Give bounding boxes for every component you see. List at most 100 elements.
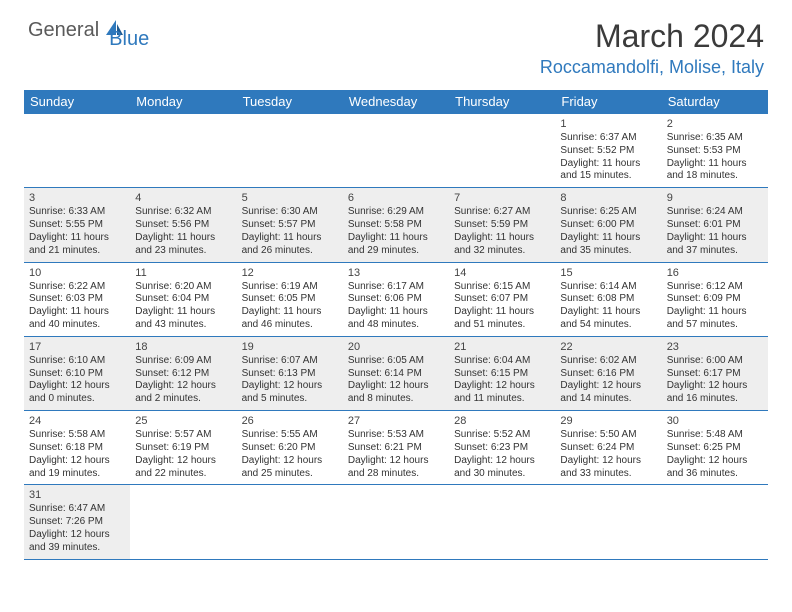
sunrise-text: Sunrise: 6:15 AM <box>454 281 550 294</box>
daylight-text: Daylight: 11 hours <box>454 306 550 319</box>
sunset-text: Sunset: 6:18 PM <box>29 442 125 455</box>
day-cell: 18Sunrise: 6:09 AMSunset: 6:12 PMDayligh… <box>130 337 236 410</box>
daylight-text: and 40 minutes. <box>29 319 125 332</box>
day-header: Friday <box>555 90 661 114</box>
day-number: 12 <box>242 266 338 280</box>
day-cell: 28Sunrise: 5:52 AMSunset: 6:23 PMDayligh… <box>449 411 555 484</box>
day-number: 24 <box>29 414 125 428</box>
day-number: 26 <box>242 414 338 428</box>
daylight-text: Daylight: 12 hours <box>560 380 656 393</box>
empty-cell <box>24 114 130 187</box>
day-number: 31 <box>29 488 125 502</box>
sunset-text: Sunset: 6:09 PM <box>667 293 763 306</box>
day-number: 7 <box>454 191 550 205</box>
sunrise-text: Sunrise: 5:57 AM <box>135 429 231 442</box>
daylight-text: and 30 minutes. <box>454 468 550 481</box>
brand-general: General <box>28 19 99 42</box>
sunset-text: Sunset: 6:00 PM <box>560 219 656 232</box>
sunset-text: Sunset: 6:17 PM <box>667 368 763 381</box>
day-cell: 24Sunrise: 5:58 AMSunset: 6:18 PMDayligh… <box>24 411 130 484</box>
title-block: March 2024 Roccamandolfi, Molise, Italy <box>540 18 764 78</box>
sunrise-text: Sunrise: 6:35 AM <box>667 132 763 145</box>
day-header: Tuesday <box>237 90 343 114</box>
day-number: 13 <box>348 266 444 280</box>
sunrise-text: Sunrise: 6:25 AM <box>560 206 656 219</box>
sunset-text: Sunset: 6:16 PM <box>560 368 656 381</box>
daylight-text: Daylight: 11 hours <box>667 306 763 319</box>
day-number: 9 <box>667 191 763 205</box>
sunrise-text: Sunrise: 6:07 AM <box>242 355 338 368</box>
sunrise-text: Sunrise: 6:30 AM <box>242 206 338 219</box>
daylight-text: Daylight: 12 hours <box>242 380 338 393</box>
sunrise-text: Sunrise: 6:09 AM <box>135 355 231 368</box>
daylight-text: and 14 minutes. <box>560 393 656 406</box>
day-number: 1 <box>560 117 656 131</box>
brand-logo: General Blue <box>28 18 167 43</box>
day-cell: 9Sunrise: 6:24 AMSunset: 6:01 PMDaylight… <box>662 188 768 261</box>
day-number: 4 <box>135 191 231 205</box>
daylight-text: Daylight: 12 hours <box>560 455 656 468</box>
day-number: 16 <box>667 266 763 280</box>
day-cell: 26Sunrise: 5:55 AMSunset: 6:20 PMDayligh… <box>237 411 343 484</box>
day-number: 23 <box>667 340 763 354</box>
day-cell: 7Sunrise: 6:27 AMSunset: 5:59 PMDaylight… <box>449 188 555 261</box>
day-number: 5 <box>242 191 338 205</box>
sunrise-text: Sunrise: 5:48 AM <box>667 429 763 442</box>
sunrise-text: Sunrise: 6:00 AM <box>667 355 763 368</box>
day-number: 22 <box>560 340 656 354</box>
sunset-text: Sunset: 6:15 PM <box>454 368 550 381</box>
daylight-text: and 29 minutes. <box>348 245 444 258</box>
sunset-text: Sunset: 5:58 PM <box>348 219 444 232</box>
day-cell: 17Sunrise: 6:10 AMSunset: 6:10 PMDayligh… <box>24 337 130 410</box>
daylight-text: and 21 minutes. <box>29 245 125 258</box>
empty-cell <box>555 485 661 558</box>
day-number: 27 <box>348 414 444 428</box>
day-cell: 27Sunrise: 5:53 AMSunset: 6:21 PMDayligh… <box>343 411 449 484</box>
sunset-text: Sunset: 6:13 PM <box>242 368 338 381</box>
daylight-text: and 11 minutes. <box>454 393 550 406</box>
sunrise-text: Sunrise: 5:50 AM <box>560 429 656 442</box>
day-cell: 16Sunrise: 6:12 AMSunset: 6:09 PMDayligh… <box>662 263 768 336</box>
day-number: 6 <box>348 191 444 205</box>
daylight-text: Daylight: 12 hours <box>454 380 550 393</box>
sunset-text: Sunset: 6:01 PM <box>667 219 763 232</box>
day-number: 10 <box>29 266 125 280</box>
day-number: 3 <box>29 191 125 205</box>
daylight-text: and 48 minutes. <box>348 319 444 332</box>
day-header: Thursday <box>449 90 555 114</box>
day-cell: 3Sunrise: 6:33 AMSunset: 5:55 PMDaylight… <box>24 188 130 261</box>
day-cell: 12Sunrise: 6:19 AMSunset: 6:05 PMDayligh… <box>237 263 343 336</box>
day-number: 15 <box>560 266 656 280</box>
daylight-text: Daylight: 12 hours <box>29 529 125 542</box>
daylight-text: Daylight: 12 hours <box>348 380 444 393</box>
sunrise-text: Sunrise: 5:53 AM <box>348 429 444 442</box>
empty-cell <box>343 114 449 187</box>
day-cell: 21Sunrise: 6:04 AMSunset: 6:15 PMDayligh… <box>449 337 555 410</box>
daylight-text: Daylight: 11 hours <box>348 232 444 245</box>
day-cell: 22Sunrise: 6:02 AMSunset: 6:16 PMDayligh… <box>555 337 661 410</box>
sunrise-text: Sunrise: 6:47 AM <box>29 503 125 516</box>
sunrise-text: Sunrise: 5:52 AM <box>454 429 550 442</box>
daylight-text: Daylight: 11 hours <box>454 232 550 245</box>
daylight-text: and 36 minutes. <box>667 468 763 481</box>
sunrise-text: Sunrise: 6:10 AM <box>29 355 125 368</box>
daylight-text: and 54 minutes. <box>560 319 656 332</box>
daylight-text: Daylight: 12 hours <box>667 380 763 393</box>
day-number: 20 <box>348 340 444 354</box>
daylight-text: Daylight: 11 hours <box>667 158 763 171</box>
daylight-text: Daylight: 12 hours <box>29 380 125 393</box>
daylight-text: and 0 minutes. <box>29 393 125 406</box>
sunset-text: Sunset: 5:57 PM <box>242 219 338 232</box>
day-number: 21 <box>454 340 550 354</box>
day-cell: 19Sunrise: 6:07 AMSunset: 6:13 PMDayligh… <box>237 337 343 410</box>
sunrise-text: Sunrise: 6:27 AM <box>454 206 550 219</box>
day-cell: 23Sunrise: 6:00 AMSunset: 6:17 PMDayligh… <box>662 337 768 410</box>
daylight-text: Daylight: 11 hours <box>667 232 763 245</box>
day-number: 14 <box>454 266 550 280</box>
daylight-text: Daylight: 11 hours <box>560 306 656 319</box>
sunrise-text: Sunrise: 6:32 AM <box>135 206 231 219</box>
daylight-text: Daylight: 11 hours <box>560 232 656 245</box>
sunset-text: Sunset: 6:25 PM <box>667 442 763 455</box>
day-cell: 8Sunrise: 6:25 AMSunset: 6:00 PMDaylight… <box>555 188 661 261</box>
sunset-text: Sunset: 6:24 PM <box>560 442 656 455</box>
